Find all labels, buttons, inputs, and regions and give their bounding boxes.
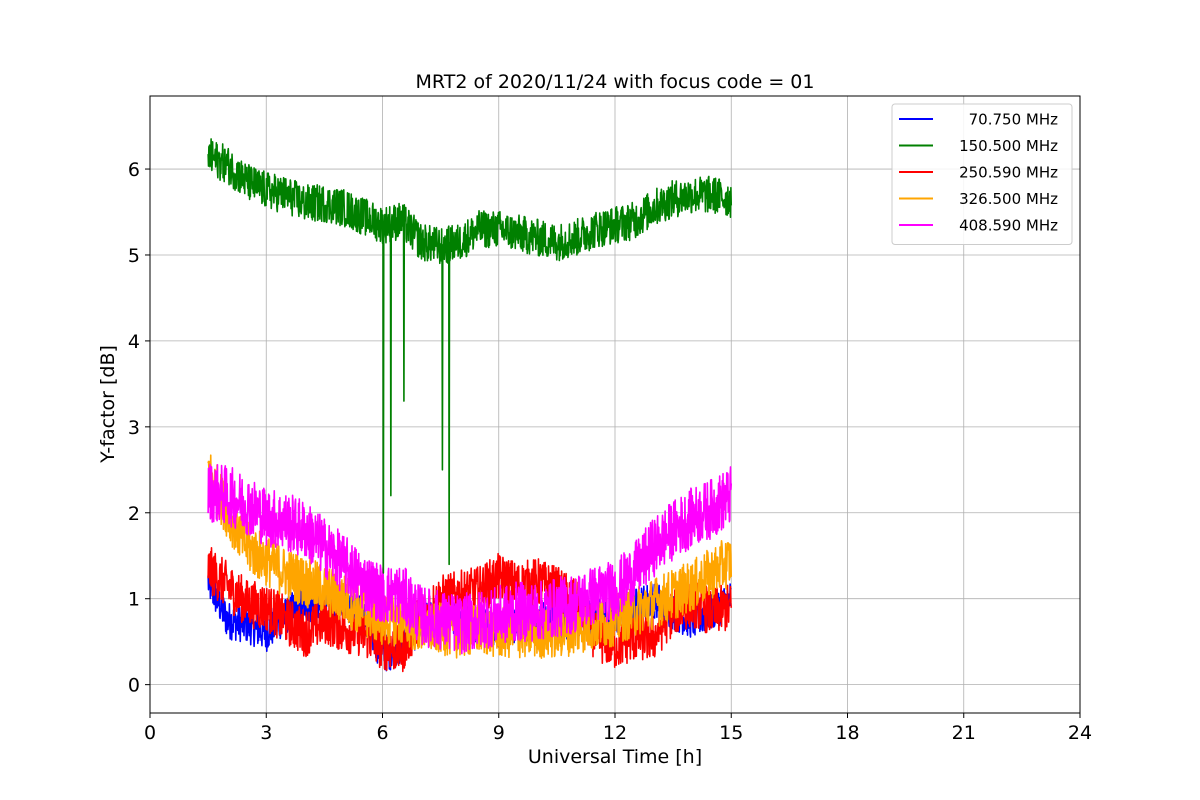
series-line (207, 547, 733, 673)
legend: 70.750 MHz 150.500 MHz 250.590 MHz 326.500 … (891, 103, 1073, 245)
x-tick-label: 24 (1068, 722, 1092, 744)
x-tick-label: 15 (719, 722, 743, 744)
x-axis-ticks: 0 3 6 9 12 15 18 21 24 (144, 713, 1092, 744)
y-axis-label: Y-factor [dB] (97, 345, 119, 464)
series-layer (207, 138, 733, 673)
legend-label: 326.500 MHz (959, 190, 1058, 208)
legend-box (891, 103, 1073, 245)
x-axis-label: Universal Time [h] (528, 746, 702, 768)
x-tick-label: 3 (260, 722, 272, 744)
series-line (207, 138, 733, 574)
y-tick-label: 1 (128, 589, 140, 611)
x-tick-label: 0 (144, 722, 156, 744)
y-tick-label: 6 (128, 159, 140, 181)
x-tick-label: 21 (952, 722, 976, 744)
chart-title: MRT2 of 2020/11/24 with focus code = 01 (416, 71, 815, 93)
y-tick-label: 2 (128, 503, 140, 525)
y-tick-label: 5 (128, 245, 140, 267)
y-axis-ticks: 0 1 2 3 4 5 6 (128, 159, 150, 697)
legend-label: 150.500 MHz (959, 137, 1058, 155)
x-tick-label: 12 (603, 722, 627, 744)
series-line (207, 463, 733, 655)
x-tick-label: 18 (835, 722, 859, 744)
x-tick-label: 9 (493, 722, 505, 744)
legend-label: 250.590 MHz (959, 164, 1058, 182)
y-tick-label: 4 (128, 331, 140, 353)
y-tick-label: 3 (128, 417, 140, 439)
y-tick-label: 0 (128, 675, 140, 697)
legend-label: 70.750 MHz (969, 111, 1058, 129)
x-tick-label: 6 (376, 722, 388, 744)
legend-label: 408.590 MHz (959, 217, 1058, 235)
